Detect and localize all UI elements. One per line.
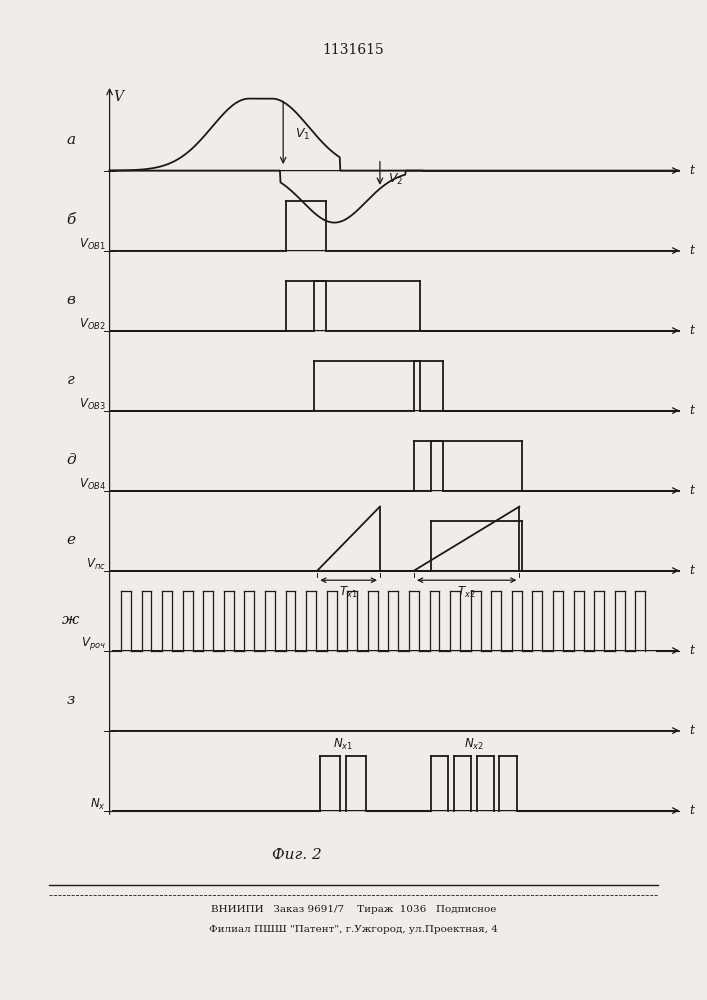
Text: $V_{ОВ2}$: $V_{ОВ2}$ <box>79 316 106 332</box>
Text: $T_{x1}$: $T_{x1}$ <box>339 585 358 600</box>
Text: д: д <box>66 453 76 467</box>
Text: з: з <box>66 693 75 707</box>
Text: Филиал ПШШ "Патент", г.Ужгород, ул.Проектная, 4: Филиал ПШШ "Патент", г.Ужгород, ул.Проек… <box>209 926 498 934</box>
Text: t: t <box>689 564 694 577</box>
Text: t: t <box>689 164 694 177</box>
Text: г: г <box>67 373 74 387</box>
Text: $V_{ОВ1}$: $V_{ОВ1}$ <box>79 236 106 252</box>
Text: а: а <box>66 133 75 147</box>
Text: $V_1$: $V_1$ <box>295 127 310 142</box>
Text: ж: ж <box>62 613 79 627</box>
Text: t: t <box>689 724 694 737</box>
Text: $V_2$: $V_2$ <box>388 172 404 187</box>
Text: $V_{роч}$: $V_{роч}$ <box>81 636 106 652</box>
Text: 1131615: 1131615 <box>322 43 385 57</box>
Text: $N_{x2}$: $N_{x2}$ <box>464 737 484 752</box>
Text: $T_{x2}$: $T_{x2}$ <box>457 585 476 600</box>
Text: t: t <box>689 324 694 337</box>
Text: в: в <box>66 293 75 307</box>
Text: е: е <box>66 533 75 547</box>
Text: t: t <box>689 804 694 817</box>
Text: V: V <box>113 90 123 104</box>
Text: t: t <box>689 244 694 257</box>
Text: t: t <box>689 484 694 497</box>
Text: $V_{пс}$: $V_{пс}$ <box>86 556 106 572</box>
Text: t: t <box>689 644 694 657</box>
Text: $N_{x1}$: $N_{x1}$ <box>333 737 353 752</box>
Text: Фиг. 2: Фиг. 2 <box>272 848 322 862</box>
Text: б: б <box>66 213 76 227</box>
Text: t: t <box>689 404 694 417</box>
Text: ВНИИПИ   Заказ 9691/7    Тираж  1036   Подписное: ВНИИПИ Заказ 9691/7 Тираж 1036 Подписное <box>211 906 496 914</box>
Text: $V_{ОВ3}$: $V_{ОВ3}$ <box>79 396 106 412</box>
Text: $N_x$: $N_x$ <box>90 796 106 812</box>
Text: $V_{ОВ4}$: $V_{ОВ4}$ <box>79 476 106 492</box>
